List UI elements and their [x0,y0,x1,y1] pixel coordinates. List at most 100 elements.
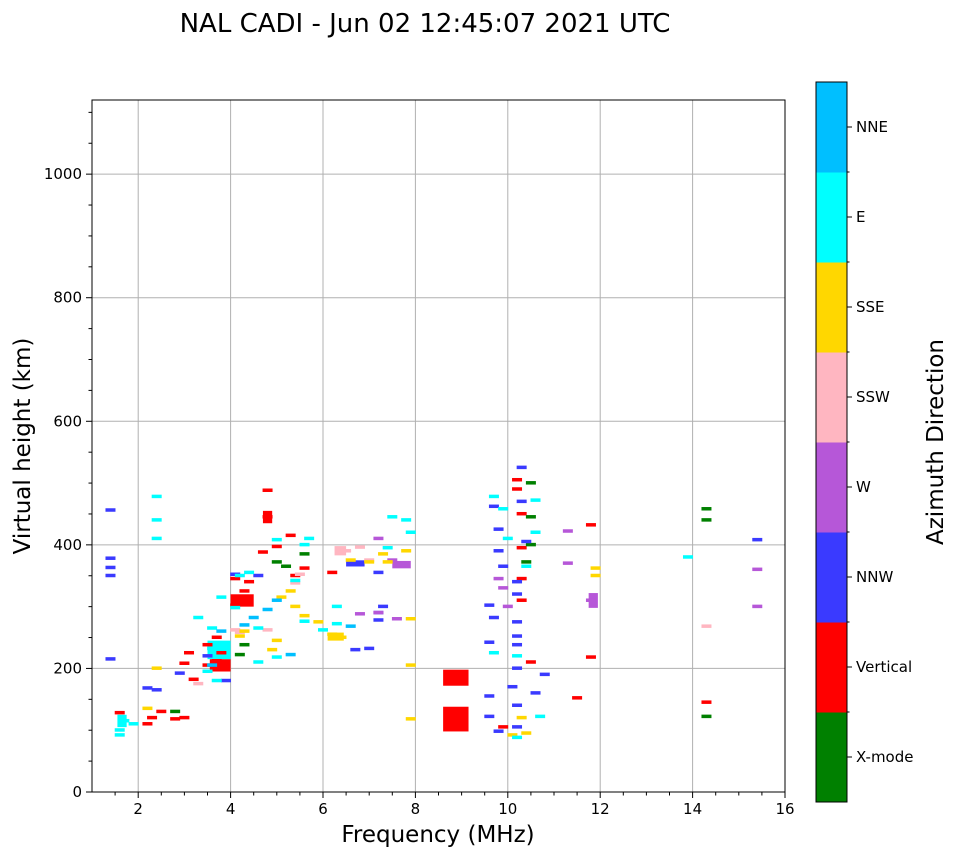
point-sse [327,632,338,636]
point-ssw [364,558,375,562]
point-x-mode [525,542,536,547]
point-x-mode [170,709,181,714]
point-nnw [105,565,116,570]
point-w [502,604,513,609]
point-w [387,558,398,562]
point-sse [271,638,282,643]
point-vertical [147,715,158,720]
plot-frame [91,99,786,793]
point-vertical [244,579,255,584]
point-vertical [585,655,596,659]
point-e [512,654,523,658]
point-vertical [299,566,310,570]
point-ssw [290,581,301,585]
point-nnw [105,657,116,661]
point-e [253,660,264,664]
x-tick-label: 12 [591,800,610,818]
point-vertical [327,570,338,575]
point-sse [290,604,301,609]
point-vertical [216,650,227,655]
point-nnw [373,570,384,575]
y-tick-label: 200 [53,659,82,677]
point-nnw [220,678,231,683]
point-e [299,542,310,547]
point-vertical [179,661,190,665]
point-e [119,718,130,723]
colorbar-swatch-nne [816,82,847,173]
point-e [502,536,513,541]
point-vertical [701,700,712,704]
colorbar-label-vertical: Vertical [856,658,912,676]
point-nnw [253,573,264,578]
point-nnw [105,508,116,512]
x-tick-label: 16 [775,800,794,818]
point-e [193,615,204,620]
point-sse [313,620,324,624]
point-ssw [230,628,241,632]
point-nnw [752,537,763,542]
point-nne [271,598,282,602]
point-e [331,621,342,626]
colorbar-swatch-vertical [816,622,847,713]
point-vertical [262,515,273,519]
point-nnw [378,604,389,609]
point-sse [336,635,347,640]
point-sse [516,715,527,720]
colorbar-swatch-e [816,172,847,263]
point-nne [262,607,273,612]
point-vertical [211,635,222,640]
x-axis-ticks: 2 4 6 8 10 12 14 16 [114,792,795,818]
point-sse [401,549,412,553]
point-ssw [701,624,712,628]
point-nnw [493,549,504,553]
colorbar-label-e: E [856,208,865,226]
colorbar-swatch-w [816,442,847,533]
point-e [405,530,416,534]
y-axis-ticks: 0 200 400 600 800 1000 [44,111,92,801]
y-tick-label: 800 [53,289,82,307]
point-w [373,610,384,615]
point-nnw [512,703,523,707]
point-w [354,612,365,616]
point-nnw [174,671,185,675]
point-e [216,595,227,599]
colorbar-swatch-sse [816,262,847,353]
point-e [151,494,162,499]
x-tick-label: 8 [411,800,421,818]
point-vertical [271,544,282,549]
point-sse [285,589,296,593]
point-e [207,626,218,630]
point-e [151,518,162,522]
point-nnw [350,561,361,565]
point-ssw [354,545,365,549]
point-nnw [512,666,523,670]
point-nne [345,624,356,628]
point-nnw [512,620,523,624]
point-nnw [539,672,550,677]
x-tick-label: 14 [683,800,702,818]
point-e [114,728,125,732]
point-vertical [184,650,195,655]
point-sse [507,733,518,737]
point-w [373,536,384,541]
point-vertical [285,533,296,538]
point-nnw [493,527,504,531]
point-nnw [498,564,509,568]
point-nnw [507,684,518,689]
point-vertical [585,523,596,527]
point-vertical [234,595,245,599]
x-tick-label: 4 [226,800,236,818]
point-w [585,598,596,602]
point-e [211,678,222,683]
colorbar-swatch-x-mode [816,712,847,803]
point-sse [405,617,416,621]
point-nnw [484,714,495,719]
colorbar-label-nnw: NNW [856,568,893,586]
point-nnw [373,618,384,622]
point-nnw [512,642,523,647]
point-e [299,619,310,623]
point-ssw [193,681,204,686]
point-vertical [142,722,153,726]
point-vertical [572,696,583,700]
point-vertical [114,710,125,715]
